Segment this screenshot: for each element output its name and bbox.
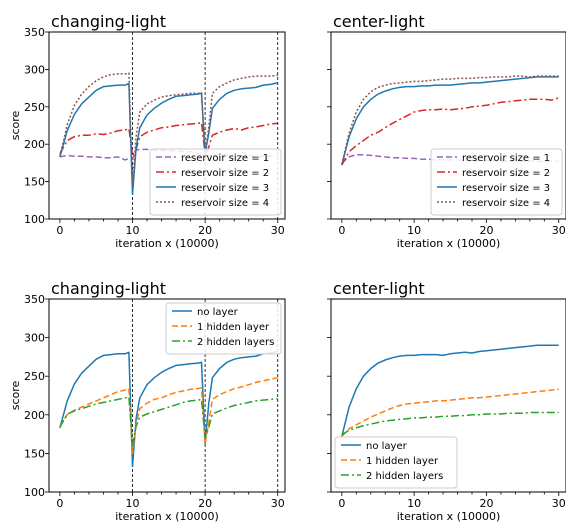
- y-tick-label: 250: [24, 101, 45, 114]
- series-line-2: [59, 376, 278, 455]
- y-tick-label: 350: [24, 293, 45, 306]
- y-tick-label: 350: [24, 26, 45, 39]
- series-line-2: [59, 121, 278, 157]
- chart-title: changing-light: [51, 279, 166, 298]
- x-tick-label: 20: [479, 497, 493, 510]
- x-tick-label: 20: [198, 224, 212, 237]
- x-tick-label: 0: [338, 497, 345, 510]
- y-tick-label: 200: [24, 409, 45, 422]
- series-line-3: [341, 411, 559, 436]
- legend-label: reservoir size = 2: [181, 168, 269, 179]
- series-line-3: [59, 82, 278, 196]
- legend-label: reservoir size = 4: [181, 198, 269, 209]
- y-tick-label: 100: [24, 486, 45, 499]
- series-line-3: [59, 396, 278, 447]
- legend: reservoir size = 1 reservoir size = 2 rese…: [149, 148, 282, 216]
- chart-panel-4: center-light 0 10 20 30 iteration x (10000) no…: [327, 279, 566, 523]
- y-axis-label: score: [9, 110, 22, 140]
- chart-title: center-light: [333, 279, 425, 298]
- series-line-4: [341, 75, 559, 165]
- plot-frame: [330, 298, 566, 493]
- legend-label: reservoir size = 4: [462, 198, 550, 209]
- x-tick-label: 10: [126, 224, 140, 237]
- y-tick-label: 100: [24, 213, 45, 226]
- series-line-1: [59, 350, 278, 468]
- x-tick-label: 0: [56, 224, 63, 237]
- legend-label: reservoir size = 2: [462, 168, 550, 179]
- x-tick-label: 30: [271, 497, 285, 510]
- legend-label: 2 hidden layers: [366, 471, 443, 482]
- legend-box: [165, 302, 282, 355]
- legend-label: reservoir size = 3: [181, 183, 269, 194]
- legend: no layer 1 hidden layer 2 hidden layers: [165, 302, 282, 355]
- series-line-1: [341, 344, 559, 437]
- chart-panel-1: changing-light 0 10 20 30 100 150 200 250 300 350 i…: [9, 12, 286, 250]
- x-tick-label: 0: [338, 224, 345, 237]
- x-tick-label: 10: [126, 497, 140, 510]
- x-tick-label: 10: [407, 224, 421, 237]
- legend-label: 1 hidden layer: [197, 322, 270, 333]
- x-tick-label: 30: [552, 497, 566, 510]
- legend: no layer 1 hidden layer 2 hidden layers: [334, 436, 458, 489]
- y-tick-label: 200: [24, 138, 45, 151]
- x-tick-label: 0: [56, 497, 63, 510]
- chart-title: changing-light: [51, 12, 166, 31]
- chart-panel-3: changing-light 0 10 20 30 100 150 200 250 300 350 i…: [9, 279, 286, 523]
- series-line-3: [341, 76, 559, 166]
- series-line-2: [341, 388, 559, 437]
- y-tick-label: 250: [24, 370, 45, 383]
- y-tick-label: 300: [24, 63, 45, 76]
- y-tick-label: 300: [24, 332, 45, 345]
- y-tick-label: 150: [24, 176, 45, 189]
- x-axis-label: iteration x (10000): [397, 510, 501, 523]
- legend: reservoir size = 1 reservoir size = 2 rese…: [430, 148, 563, 216]
- legend-label: reservoir size = 1: [462, 153, 550, 164]
- legend-box: [430, 148, 563, 216]
- legend-label: no layer: [197, 307, 239, 318]
- legend-label: no layer: [366, 441, 408, 452]
- plot-frame: [48, 298, 286, 493]
- chart-title: center-light: [333, 12, 425, 31]
- legend-label: 2 hidden layers: [197, 337, 274, 348]
- x-axis-label: iteration x (10000): [115, 237, 219, 250]
- legend-label: reservoir size = 3: [462, 183, 550, 194]
- chart-panel-2: center-light 0 10 20 30 iteration x (10000) re…: [327, 12, 566, 250]
- legend-label: reservoir size = 1: [181, 153, 269, 164]
- series-line-2: [341, 97, 560, 166]
- y-axis-label: score: [9, 380, 22, 410]
- x-tick-label: 20: [479, 224, 493, 237]
- x-axis-label: iteration x (10000): [397, 237, 501, 250]
- x-tick-label: 20: [198, 497, 212, 510]
- plot-frame: [330, 31, 566, 220]
- x-tick-label: 30: [552, 224, 566, 237]
- x-tick-label: 30: [271, 224, 285, 237]
- legend-box: [334, 436, 458, 489]
- legend-box: [149, 148, 282, 216]
- y-tick-label: 150: [24, 447, 45, 460]
- x-axis-label: iteration x (10000): [115, 510, 219, 523]
- plot-frame: [48, 31, 286, 220]
- legend-label: 1 hidden layer: [366, 456, 439, 467]
- x-tick-label: 10: [407, 497, 421, 510]
